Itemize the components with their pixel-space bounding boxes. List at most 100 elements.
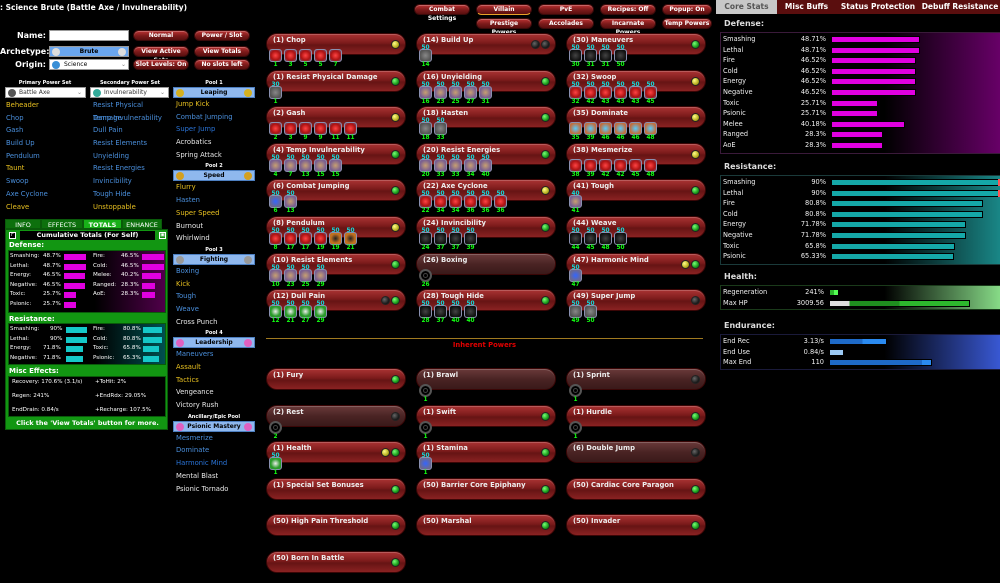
power-jump-kick[interactable]: Jump Kick — [176, 100, 210, 108]
power-mesmerize[interactable]: Mesmerize — [176, 433, 213, 442]
power-entry[interactable]: (50) Invader — [566, 514, 706, 537]
enhancement-slot-icon[interactable] — [584, 232, 597, 245]
enhancement-slot-icon[interactable] — [434, 232, 447, 245]
enhancement-slot-icon[interactable] — [299, 268, 312, 282]
tab-misc-buffs[interactable]: Misc Buffs — [777, 0, 836, 14]
incarnate-powers-button[interactable]: Incarnate Powers — [600, 18, 656, 36]
enhancement-slot-icon[interactable] — [584, 49, 597, 62]
enhancement-slot-icon[interactable] — [569, 122, 582, 136]
status-indicator-icon[interactable] — [391, 113, 400, 123]
prestige-powers-button[interactable]: Prestige Powers — [476, 18, 532, 36]
power-unstoppable[interactable]: Unstoppable — [93, 202, 136, 211]
power-gash[interactable]: Gash — [6, 126, 24, 135]
enhancement-slot-icon[interactable] — [569, 268, 582, 282]
enhancement-slot-icon[interactable] — [449, 158, 462, 172]
empty-slot-icon[interactable] — [569, 420, 582, 434]
power-victory-rush[interactable]: Victory Rush — [176, 401, 219, 410]
enhancement-slot-icon[interactable] — [344, 232, 357, 245]
enhancement-slot-icon[interactable] — [269, 268, 282, 282]
power-tough-hide[interactable]: Tough Hide — [93, 189, 131, 198]
enhancement-slot-icon[interactable] — [284, 49, 297, 62]
enhancement-slot-icon[interactable] — [269, 195, 282, 209]
save-icon[interactable]: ▣ — [159, 232, 166, 239]
enhancement-slot-icon[interactable] — [599, 49, 612, 62]
power-harmonic-mind[interactable]: Harmonic Mind — [176, 459, 228, 468]
power-whirlwind[interactable]: Whirlwind — [176, 234, 210, 243]
power-beheader[interactable]: Beheader — [6, 101, 39, 109]
status-indicator-icon[interactable] — [541, 76, 550, 86]
tab-effects[interactable]: EFFECTS — [41, 219, 83, 229]
tab-status-protection[interactable]: Status Protection — [836, 0, 920, 14]
enhancement-slot-icon[interactable] — [269, 49, 282, 62]
power-temp-invulnerability[interactable]: Temp Invulnerability — [93, 113, 162, 122]
empty-slot-icon[interactable] — [569, 384, 582, 397]
status-indicator-icon[interactable] — [381, 296, 390, 306]
primary-set-select[interactable]: Battle Axe ⌄ — [5, 87, 86, 98]
enhancement-slot-icon[interactable] — [344, 122, 357, 136]
enhancement-slot-icon[interactable] — [329, 158, 342, 172]
power-entry[interactable]: (49) Super Jump — [566, 289, 706, 312]
enhancement-slot-icon[interactable] — [284, 158, 297, 172]
power-entry[interactable]: (14) Build Up — [416, 33, 556, 55]
power-entry[interactable]: (50) Marshal — [416, 514, 556, 537]
flip-icon[interactable]: F — [9, 232, 16, 239]
enhancement-slot-icon[interactable] — [419, 457, 432, 471]
power-hasten[interactable]: Hasten — [176, 196, 200, 205]
power-entry[interactable]: (6) Combat Jumping — [266, 179, 406, 202]
power-flurry[interactable]: Flurry — [176, 183, 196, 192]
status-indicator-icon[interactable] — [391, 40, 400, 49]
status-indicator-icon[interactable] — [391, 76, 400, 86]
enhancement-slot-icon[interactable] — [584, 305, 597, 319]
power-entry[interactable]: (1) Resist Physical Damage — [266, 69, 406, 92]
power-entry[interactable]: (1) Hurdle — [566, 404, 706, 427]
status-indicator-icon[interactable] — [541, 484, 550, 494]
enhancement-slot-icon[interactable] — [419, 158, 432, 172]
enhancement-slot-icon[interactable] — [584, 158, 597, 172]
tab-core-stats[interactable]: Core Stats — [716, 0, 777, 14]
pool4-select[interactable]: Leadership — [173, 337, 255, 349]
status-indicator-icon[interactable] — [391, 149, 400, 159]
status-indicator-icon[interactable] — [691, 149, 700, 159]
power-swoop[interactable]: Swoop — [6, 177, 29, 186]
enhancement-slot-icon[interactable] — [464, 305, 477, 319]
enhancement-slot-icon[interactable] — [569, 232, 582, 245]
power-entry[interactable]: (1) Special Set Bonuses — [266, 477, 406, 500]
enhancement-slot-icon[interactable] — [269, 232, 282, 245]
enhancement-slot-icon[interactable] — [314, 122, 327, 136]
name-input[interactable] — [49, 30, 129, 41]
status-indicator-icon[interactable] — [391, 558, 400, 567]
enhancement-slot-icon[interactable] — [269, 305, 282, 319]
enhancement-slot-icon[interactable] — [434, 158, 447, 172]
enhancement-slot-icon[interactable] — [629, 85, 642, 99]
enhancement-slot-icon[interactable] — [584, 85, 597, 99]
enhancement-slot-icon[interactable] — [284, 122, 297, 136]
enhancement-slot-icon[interactable] — [449, 305, 462, 319]
status-indicator-icon[interactable] — [541, 521, 550, 531]
view-active-sets-button[interactable]: View Active Sets — [133, 46, 189, 64]
recipes-button[interactable]: Recipes: Off — [600, 4, 656, 15]
power-invincibility[interactable]: Invincibility — [93, 177, 132, 186]
pve-button[interactable]: PvE — [538, 4, 594, 15]
power-unyielding[interactable]: Unyielding — [93, 151, 130, 160]
status-indicator-icon[interactable] — [691, 186, 700, 196]
enhancement-slot-icon[interactable] — [464, 158, 477, 172]
enhancement-slot-icon[interactable] — [314, 305, 327, 319]
empty-slot-icon[interactable] — [269, 420, 282, 434]
pool3-select[interactable]: Fighting — [173, 253, 255, 265]
status-indicator-icon[interactable] — [691, 411, 700, 421]
enhancement-slot-icon[interactable] — [614, 49, 627, 62]
power-weave[interactable]: Weave — [176, 304, 199, 313]
power-entry[interactable]: (1) Swift — [416, 404, 556, 427]
power-boxing[interactable]: Boxing — [176, 266, 200, 275]
slot-levels-button[interactable]: Slot Levels: On — [133, 59, 189, 70]
power-cleave[interactable]: Cleave — [6, 202, 30, 211]
power-cross-punch[interactable]: Cross Punch — [176, 317, 218, 326]
enhancement-slot-icon[interactable] — [644, 85, 657, 99]
enhancement-slot-icon[interactable] — [479, 85, 492, 99]
power-vengeance[interactable]: Vengeance — [176, 388, 214, 397]
status-indicator-icon[interactable] — [541, 113, 550, 123]
status-indicator-icon[interactable] — [391, 296, 400, 306]
enhancement-slot-icon[interactable] — [599, 232, 612, 245]
enhancement-slot-icon[interactable] — [479, 195, 492, 209]
enhancement-slot-icon[interactable] — [269, 122, 282, 136]
